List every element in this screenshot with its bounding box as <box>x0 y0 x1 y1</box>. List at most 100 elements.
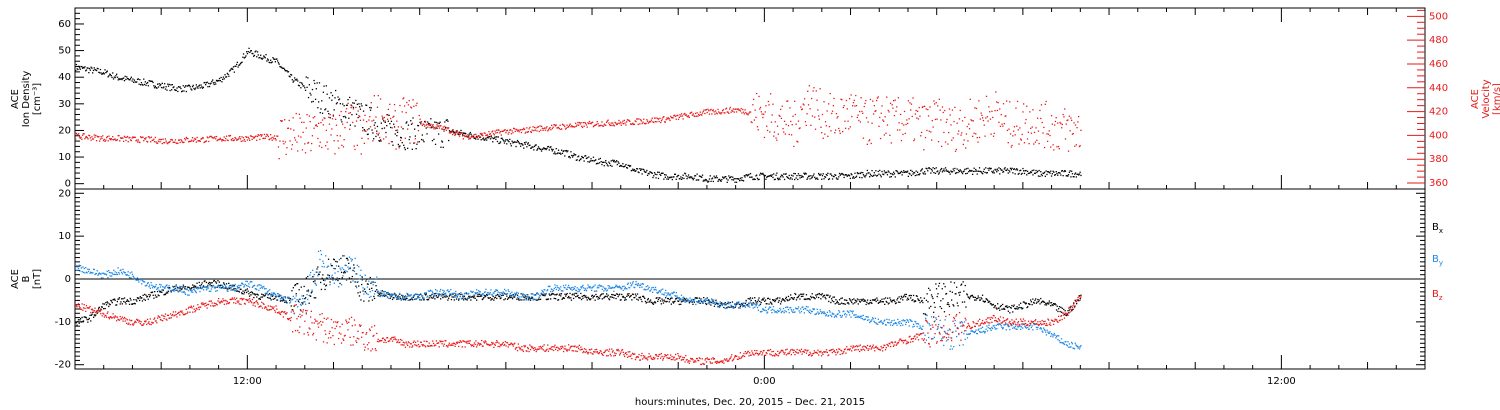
data-point <box>1008 306 1010 308</box>
data-point <box>98 136 100 138</box>
data-point <box>306 86 308 88</box>
data-point <box>700 300 703 302</box>
data-point <box>238 64 240 66</box>
data-point <box>236 290 238 292</box>
data-point <box>915 300 917 302</box>
data-point <box>371 129 373 131</box>
data-point <box>98 71 100 73</box>
data-point <box>607 294 609 296</box>
data-point <box>378 293 380 295</box>
data-point <box>376 130 378 132</box>
data-point <box>564 128 567 130</box>
data-point <box>132 275 134 277</box>
data-point <box>585 122 587 125</box>
data-point <box>803 298 805 300</box>
data-point <box>879 300 882 302</box>
data-point <box>331 274 333 276</box>
data-point <box>879 137 882 140</box>
data-point <box>330 265 333 267</box>
data-point <box>333 259 335 261</box>
data-point <box>1054 174 1057 176</box>
data-point <box>546 290 548 292</box>
data-point <box>357 116 359 119</box>
data-point <box>151 139 153 141</box>
data-point <box>364 274 366 276</box>
data-point <box>238 286 241 289</box>
data-point <box>291 290 293 292</box>
data-point <box>577 121 579 124</box>
data-point <box>189 86 191 88</box>
data-point <box>595 123 598 125</box>
data-point <box>330 134 332 136</box>
data-point <box>1036 301 1038 303</box>
data-point <box>1048 130 1050 132</box>
data-point <box>387 108 389 110</box>
data-point <box>661 118 663 120</box>
data-point <box>900 170 903 173</box>
data-point <box>482 135 484 137</box>
data-point <box>157 86 160 88</box>
data-point <box>860 171 862 174</box>
data-point <box>133 136 135 139</box>
data-point <box>250 50 252 52</box>
data-point <box>516 296 519 298</box>
data-point <box>201 282 203 284</box>
data-point <box>394 294 397 296</box>
data-point <box>821 178 823 180</box>
data-point <box>326 277 328 279</box>
data-point <box>123 80 126 82</box>
data-point <box>926 129 928 132</box>
data-point <box>390 126 392 129</box>
data-point <box>856 300 858 302</box>
data-point <box>131 303 134 305</box>
data-point <box>483 139 485 141</box>
data-point <box>462 295 464 298</box>
data-point <box>659 297 661 299</box>
data-point <box>707 181 709 183</box>
data-point <box>244 140 246 142</box>
data-point <box>663 299 665 301</box>
data-point <box>883 170 885 172</box>
data-point <box>494 136 496 138</box>
data-point <box>682 118 684 120</box>
data-point <box>1062 113 1064 116</box>
data-point <box>788 133 790 136</box>
data-point <box>650 301 652 304</box>
data-point <box>408 294 410 296</box>
data-point <box>904 293 906 296</box>
data-point <box>272 294 274 296</box>
data-point <box>1027 172 1029 175</box>
data-point <box>499 142 501 144</box>
data-point <box>242 140 244 142</box>
data-point <box>617 122 619 124</box>
data-point <box>539 295 542 297</box>
data-point <box>201 138 203 140</box>
data-point <box>328 113 330 115</box>
data-point <box>669 176 671 178</box>
data-point <box>898 122 900 124</box>
data-point <box>1026 138 1029 140</box>
data-point <box>338 278 340 280</box>
data-point <box>101 272 103 274</box>
data-point <box>223 136 225 138</box>
data-point <box>208 140 210 143</box>
data-point <box>1066 314 1068 316</box>
data-point <box>698 114 701 116</box>
data-point <box>295 79 297 81</box>
data-point <box>1060 306 1062 308</box>
data-point <box>758 95 760 98</box>
data-point <box>150 141 152 143</box>
data-point <box>152 294 154 296</box>
data-point <box>820 126 822 128</box>
data-point <box>542 294 545 297</box>
by-series <box>75 250 1082 350</box>
data-point <box>183 290 185 293</box>
data-point <box>1035 302 1038 304</box>
data-point <box>811 115 814 117</box>
data-point <box>1020 138 1022 140</box>
data-point <box>102 303 104 305</box>
data-point <box>672 176 674 178</box>
data-point <box>264 137 266 139</box>
data-point <box>398 296 400 298</box>
data-point <box>551 127 553 130</box>
